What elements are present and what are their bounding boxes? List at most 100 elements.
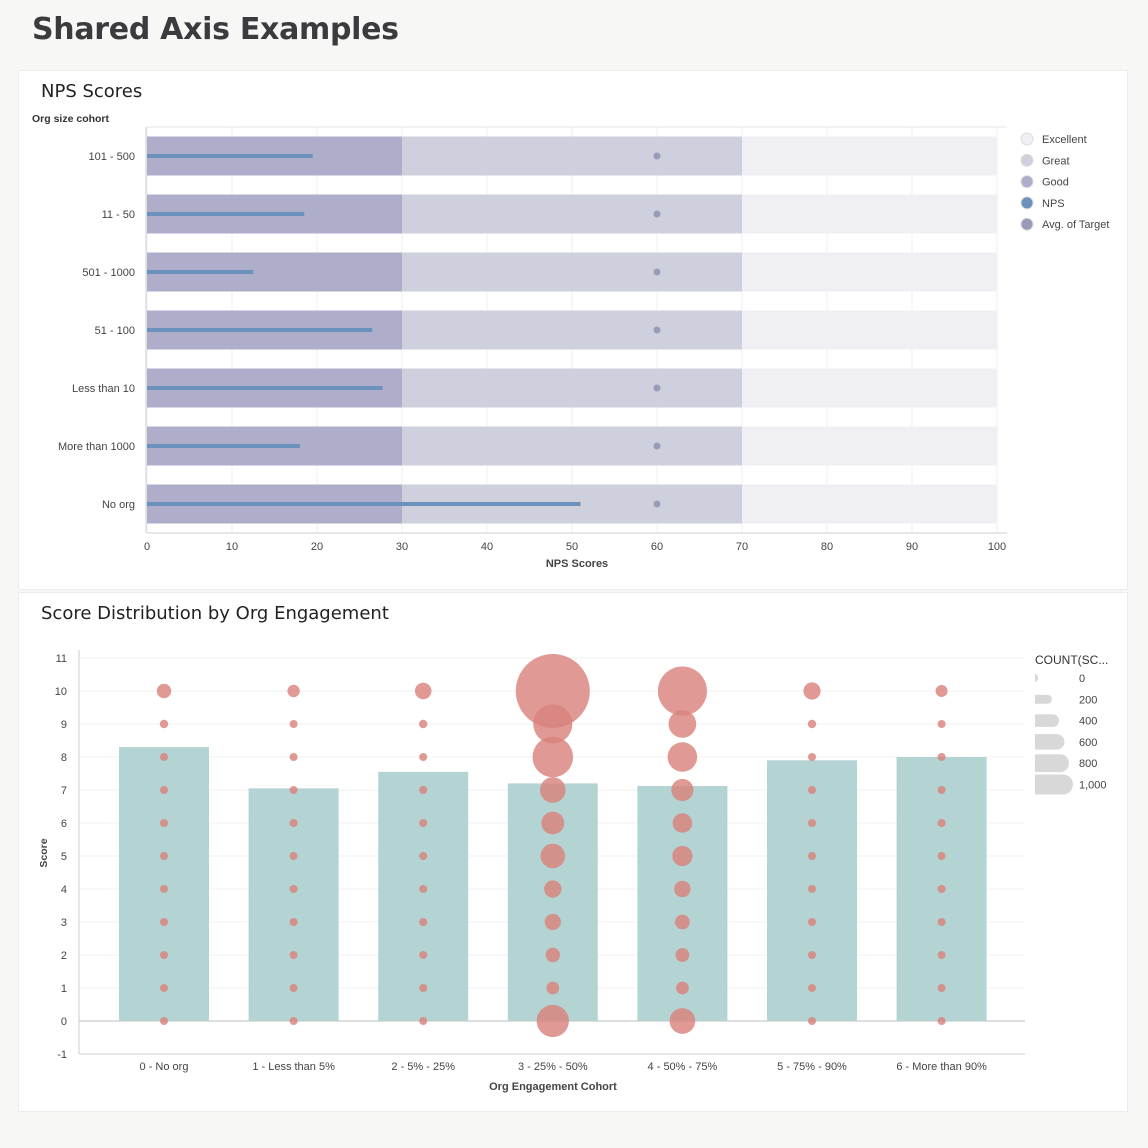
score-bubble[interactable] xyxy=(937,918,946,926)
legend-swatch[interactable] xyxy=(1020,217,1034,231)
avg-target-marker[interactable] xyxy=(653,152,661,160)
score-bubble[interactable] xyxy=(419,786,428,794)
score-bubble[interactable] xyxy=(289,819,298,827)
nps-bar[interactable] xyxy=(147,444,300,448)
avg-target-marker[interactable] xyxy=(653,268,661,276)
score-bubble[interactable] xyxy=(156,683,172,699)
score-bubble[interactable] xyxy=(544,880,562,898)
score-bubble[interactable] xyxy=(808,753,816,761)
score-bubble[interactable] xyxy=(937,1017,946,1025)
score-bubble[interactable] xyxy=(937,984,946,992)
score-bubble[interactable] xyxy=(545,947,561,963)
score-bubble[interactable] xyxy=(540,843,566,869)
legend-label[interactable]: NPS xyxy=(1042,198,1065,210)
legend-swatch[interactable] xyxy=(1020,132,1034,146)
avg-target-marker[interactable] xyxy=(653,326,661,334)
score-bubble[interactable] xyxy=(419,918,428,926)
score-bubble[interactable] xyxy=(289,786,298,794)
legend-swatch[interactable] xyxy=(1020,175,1034,189)
legend-label[interactable]: Excellent xyxy=(1042,134,1087,146)
score-bubble[interactable] xyxy=(418,719,428,729)
score-bubble[interactable] xyxy=(419,753,428,761)
score-bubble[interactable] xyxy=(160,918,168,926)
score-bubble[interactable] xyxy=(515,654,590,728)
score-bubble[interactable] xyxy=(532,736,574,778)
score-bubble[interactable] xyxy=(657,666,707,716)
score-bubble[interactable] xyxy=(419,984,428,992)
avg-target-marker[interactable] xyxy=(653,442,661,450)
avg-target-marker[interactable] xyxy=(653,384,661,392)
score-bubble[interactable] xyxy=(937,786,946,794)
nps-bar[interactable] xyxy=(147,270,254,274)
score-bubble[interactable] xyxy=(419,1017,428,1025)
avg-target-marker[interactable] xyxy=(653,210,661,218)
score-bubble[interactable] xyxy=(675,914,690,930)
score-bubble[interactable] xyxy=(672,813,693,833)
score-bubble[interactable] xyxy=(160,819,168,827)
legend-label[interactable]: Good xyxy=(1042,177,1069,189)
score-bubble[interactable] xyxy=(937,720,946,728)
score-bubble[interactable] xyxy=(160,753,168,761)
score-bubble[interactable] xyxy=(289,1017,298,1025)
nps-bar[interactable] xyxy=(147,386,383,390)
score-bubble[interactable] xyxy=(159,719,169,729)
score-bubble[interactable] xyxy=(289,918,298,926)
score-bubble[interactable] xyxy=(671,778,694,802)
legend-label[interactable]: Great xyxy=(1042,155,1070,167)
score-bubble[interactable] xyxy=(937,819,946,827)
score-bubble[interactable] xyxy=(539,777,566,803)
score-bubble[interactable] xyxy=(160,984,168,992)
score-bubble[interactable] xyxy=(541,811,565,835)
score-bubble[interactable] xyxy=(937,753,946,761)
score-bubble[interactable] xyxy=(808,951,816,959)
score-bubble[interactable] xyxy=(808,786,816,794)
score-bubble[interactable] xyxy=(419,885,428,893)
score-bubble[interactable] xyxy=(808,1017,816,1025)
score-bubble[interactable] xyxy=(808,984,816,992)
score-bubble[interactable] xyxy=(160,951,168,959)
score-bubble[interactable] xyxy=(808,819,816,827)
score-bubble[interactable] xyxy=(935,685,948,697)
score-bubble[interactable] xyxy=(160,885,168,893)
score-bubble[interactable] xyxy=(419,819,428,827)
score-bubble[interactable] xyxy=(937,852,946,860)
score-bubble[interactable] xyxy=(668,710,697,738)
score-bubble[interactable] xyxy=(669,1008,696,1034)
legend-swatch[interactable] xyxy=(1020,196,1034,210)
score-bubble[interactable] xyxy=(807,719,817,729)
score-bubble[interactable] xyxy=(675,981,689,995)
score-bubble[interactable] xyxy=(546,981,560,995)
score-bubble[interactable] xyxy=(544,913,561,931)
score-bubble[interactable] xyxy=(808,885,816,893)
score-bubble[interactable] xyxy=(287,684,300,698)
score-bubble[interactable] xyxy=(419,852,428,860)
score-bubble[interactable] xyxy=(289,885,298,893)
legend-label[interactable]: Avg. of Target xyxy=(1042,219,1109,231)
score-bubble[interactable] xyxy=(160,852,168,860)
score-bubble[interactable] xyxy=(160,786,168,794)
nps-bar[interactable] xyxy=(147,328,373,332)
score-bubble[interactable] xyxy=(289,984,298,992)
score-bubble[interactable] xyxy=(675,948,690,962)
avg-target-marker[interactable] xyxy=(653,500,661,508)
score-bubble[interactable] xyxy=(667,742,698,772)
score-bubble[interactable] xyxy=(937,951,946,959)
score-bubble[interactable] xyxy=(672,845,693,867)
legend-swatch[interactable] xyxy=(1020,153,1034,167)
score-bubble[interactable] xyxy=(160,1017,168,1025)
avg-score-bar[interactable] xyxy=(378,771,469,1021)
score-bubble[interactable] xyxy=(808,852,816,860)
score-bubble[interactable] xyxy=(808,918,816,926)
nps-bar[interactable] xyxy=(147,502,581,506)
score-bubble[interactable] xyxy=(937,885,946,893)
score-bubble[interactable] xyxy=(803,682,821,700)
avg-score-bar[interactable] xyxy=(248,788,339,1021)
score-bubble[interactable] xyxy=(289,720,298,728)
score-bubble[interactable] xyxy=(414,682,432,700)
score-bubble[interactable] xyxy=(536,1004,569,1038)
score-bubble[interactable] xyxy=(289,852,298,860)
score-bubble[interactable] xyxy=(674,880,691,898)
score-bubble[interactable] xyxy=(289,951,298,959)
score-bubble[interactable] xyxy=(289,753,298,761)
score-bubble[interactable] xyxy=(419,951,428,959)
